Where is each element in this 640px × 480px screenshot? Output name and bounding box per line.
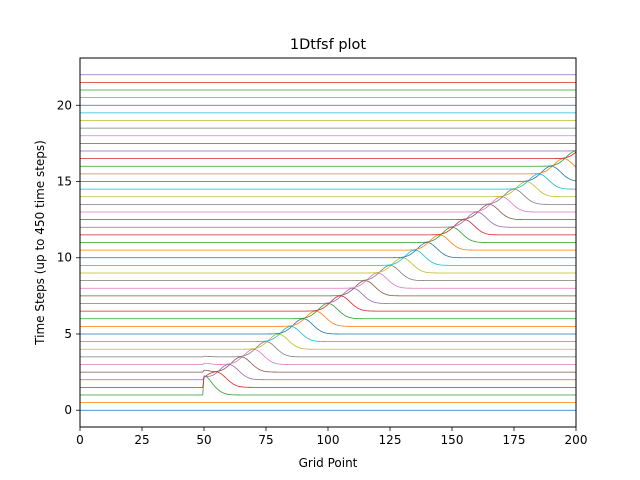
x-tick-label: 150 (441, 433, 464, 447)
series-line (80, 226, 576, 243)
x-axis-label: Grid Point (299, 456, 358, 470)
series-line (80, 165, 577, 182)
x-tick-label: 175 (503, 433, 526, 447)
series-line (80, 371, 576, 388)
series-line (80, 158, 577, 175)
series-line (80, 333, 576, 350)
series-line (80, 303, 576, 320)
series-line (80, 318, 576, 335)
x-tick-label: 125 (379, 433, 402, 447)
series-line (80, 310, 576, 327)
y-axis-label: Time Steps (up to 450 time steps) (33, 140, 47, 346)
series-line (80, 348, 576, 365)
series-line (80, 242, 576, 259)
series-line (80, 364, 576, 381)
series-line (80, 264, 576, 282)
series-line (80, 188, 576, 205)
x-tick-label: 100 (317, 433, 340, 447)
series-line (80, 341, 576, 358)
y-tick-label: 15 (57, 175, 72, 189)
series-line (80, 249, 576, 266)
y-tick-label: 20 (57, 98, 72, 112)
series-line (80, 272, 576, 289)
series-line (80, 196, 576, 213)
series-line (80, 203, 576, 221)
series-line (80, 287, 576, 304)
series-line (80, 280, 576, 297)
series-line (80, 211, 576, 228)
series-line (80, 356, 576, 373)
x-tick-label: 0 (76, 433, 84, 447)
y-tick-label: 0 (64, 403, 72, 417)
series-line (80, 151, 577, 160)
series-layer (80, 74, 577, 411)
series-line (80, 150, 577, 152)
x-tick-label: 200 (565, 433, 588, 447)
chart-title: 1Dtfsf plot (290, 37, 367, 53)
y-axis: 0 5 10 15 20 (57, 98, 80, 417)
series-line (80, 173, 576, 190)
y-tick-label: 10 (57, 251, 72, 265)
y-tick-label: 5 (64, 327, 72, 341)
series-line (80, 181, 576, 198)
x-axis: 0 25 50 75 100 125 150 175 200 (76, 427, 587, 447)
series-line (80, 234, 576, 251)
series-line (80, 257, 576, 274)
x-tick-label: 25 (134, 433, 149, 447)
series-line (80, 325, 576, 343)
series-line (80, 375, 576, 396)
series-line (80, 219, 576, 236)
series-line (80, 150, 577, 167)
series-line (80, 295, 576, 312)
x-tick-label: 75 (258, 433, 273, 447)
x-tick-label: 50 (196, 433, 211, 447)
